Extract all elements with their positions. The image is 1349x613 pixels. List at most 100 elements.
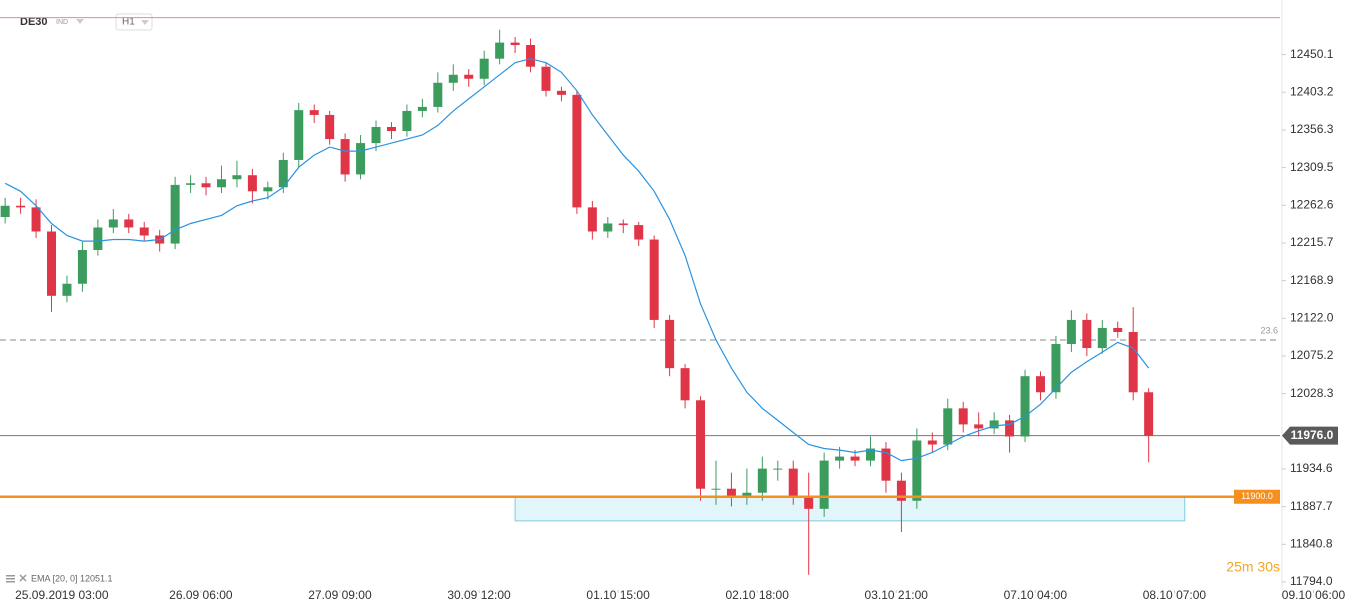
candle-body	[495, 42, 505, 59]
candle-body	[371, 127, 381, 144]
candle-body	[726, 488, 736, 497]
candle-body	[47, 231, 57, 296]
candle-body	[433, 82, 443, 107]
price-badge	[1282, 426, 1338, 445]
candle-body	[1035, 376, 1045, 393]
candle-body	[572, 94, 582, 208]
candle-body	[587, 207, 597, 232]
candle-body	[1005, 420, 1015, 437]
y-tick-label: 11840.8	[1290, 537, 1333, 551]
y-tick-label: 12403.2	[1290, 84, 1334, 98]
dropdown-caret[interactable]	[141, 20, 149, 25]
candle-body	[386, 127, 396, 132]
candle-body	[603, 223, 613, 232]
candle-body	[989, 420, 999, 429]
candle-body	[216, 179, 226, 188]
candle-body	[541, 66, 551, 91]
candle-body	[835, 456, 845, 461]
candle-body	[340, 139, 350, 175]
candle-body	[866, 448, 876, 461]
candle-body	[757, 468, 767, 493]
icon[interactable]	[6, 578, 15, 580]
candle-body	[16, 205, 26, 208]
candle-body	[278, 159, 288, 188]
symbol-type: IND	[56, 19, 68, 26]
candle-body	[943, 408, 953, 445]
candle-body	[912, 440, 922, 501]
y-tick-label: 12028.3	[1290, 386, 1334, 400]
candle-body	[309, 110, 319, 115]
candle-body	[1082, 319, 1092, 349]
ema-legend: EMA [20, 0] 12051.1	[31, 573, 113, 583]
dropdown-caret[interactable]	[76, 19, 84, 24]
x-tick-label: 09.10 06:00	[1282, 588, 1346, 602]
x-tick-label: 25.09.2019 03:00	[15, 588, 109, 602]
x-tick-label: 07.10 04:00	[1004, 588, 1068, 602]
indicator-icons[interactable]	[6, 574, 27, 583]
candle-body	[1113, 327, 1123, 332]
candle-body	[680, 368, 690, 401]
candle-body	[1051, 344, 1061, 393]
x-tick-label: 27.09 09:00	[308, 588, 372, 602]
candle-body	[881, 448, 891, 481]
candle-body	[711, 488, 721, 490]
candle-body	[186, 183, 196, 185]
candle-body	[819, 460, 829, 509]
y-tick-label: 11794.0	[1290, 574, 1333, 588]
icon[interactable]	[19, 574, 27, 582]
candle-body	[62, 283, 72, 296]
candle-body	[742, 492, 752, 497]
candle-body	[850, 456, 860, 461]
candle-body	[665, 319, 675, 369]
candle-body	[108, 219, 118, 228]
candle-body	[773, 468, 783, 470]
candle-body	[201, 183, 211, 188]
candle-body	[356, 143, 366, 175]
y-tick-label: 12450.1	[1290, 47, 1334, 61]
candle-body	[1066, 319, 1076, 345]
ema-line	[4, 58, 1150, 462]
icon[interactable]	[6, 581, 15, 583]
countdown: 25m 30s	[1226, 559, 1280, 575]
candle-body	[896, 480, 906, 501]
candle-body	[448, 74, 458, 83]
candle-body	[417, 106, 427, 111]
timeframe: H1	[122, 17, 135, 28]
candle-body	[788, 468, 798, 497]
candle-body	[232, 175, 242, 180]
x-tick-label: 01.10 15:00	[586, 588, 650, 602]
candle-body	[325, 114, 335, 140]
x-tick-label: 30.09 12:00	[447, 588, 511, 602]
candle-body	[556, 90, 566, 95]
y-tick-label: 12122.0	[1290, 310, 1334, 324]
candle-body	[526, 45, 536, 67]
candle-body	[139, 227, 149, 236]
support-label: 11900.0	[1241, 491, 1273, 501]
y-tick-label: 12309.5	[1290, 160, 1334, 174]
candle-body	[510, 42, 520, 46]
candle-body	[1128, 331, 1138, 393]
candle-body	[93, 227, 103, 250]
candle-body	[1144, 392, 1154, 436]
candle-body	[479, 58, 489, 79]
y-tick-label: 12075.2	[1290, 348, 1334, 362]
y-tick-label: 12215.7	[1290, 235, 1334, 249]
fib-label: 23.6	[1260, 325, 1278, 335]
y-tick-label: 11934.6	[1290, 461, 1333, 475]
y-tick-label: 12262.6	[1290, 197, 1334, 211]
x-tick-label: 08.10 07:00	[1143, 588, 1207, 602]
candle-body	[31, 207, 41, 232]
symbol: DE30	[20, 16, 48, 28]
x-tick-label: 26.09 06:00	[169, 588, 233, 602]
candle-body	[974, 424, 984, 429]
candle-body	[1097, 327, 1107, 349]
candle-body	[247, 175, 257, 192]
candle-body	[927, 440, 937, 445]
candle-body	[170, 184, 180, 244]
candle-body	[0, 205, 10, 218]
icon[interactable]	[6, 575, 15, 577]
candle-body	[804, 496, 814, 509]
zone	[514, 496, 1186, 522]
